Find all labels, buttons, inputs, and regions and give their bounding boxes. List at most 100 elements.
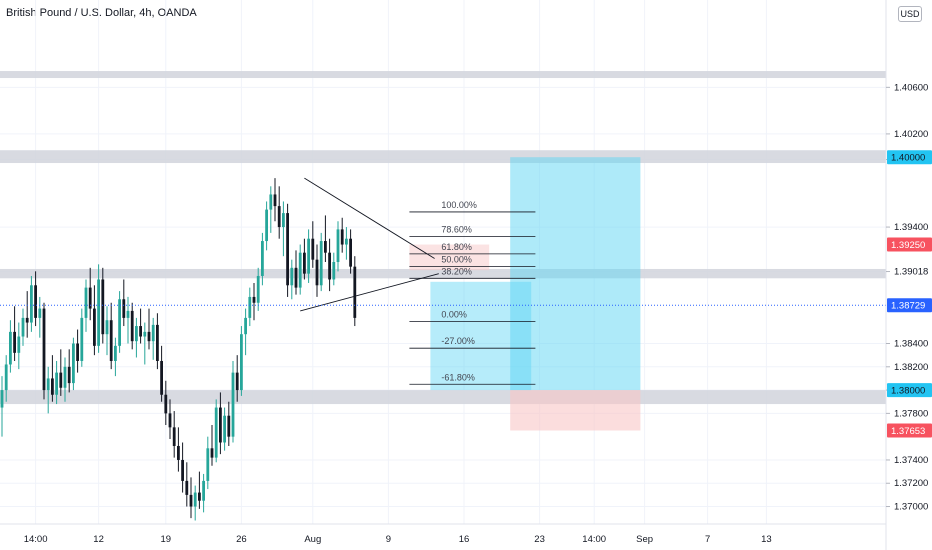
price-label-text: 1.38000 bbox=[891, 386, 925, 397]
candle-body bbox=[177, 445, 180, 460]
candle-body bbox=[88, 287, 92, 309]
time-tick-label: 14:00 bbox=[582, 534, 606, 545]
candle-body bbox=[30, 285, 33, 323]
candle-body bbox=[206, 448, 210, 481]
candle-body bbox=[332, 262, 336, 280]
time-tick-label: Sep bbox=[636, 534, 653, 545]
candle-body bbox=[210, 448, 214, 458]
fib-level-label: 50.00% bbox=[441, 255, 472, 265]
candle-body bbox=[256, 275, 260, 303]
candle-body bbox=[9, 331, 12, 365]
price-tick-label: 1.38200 bbox=[894, 362, 928, 373]
candle-body bbox=[227, 415, 231, 437]
currency-button[interactable]: USD bbox=[898, 6, 922, 22]
sr-zone bbox=[0, 390, 886, 405]
candle-body bbox=[135, 326, 138, 342]
candle-body bbox=[185, 480, 189, 495]
candle-body bbox=[160, 360, 163, 395]
candle-body bbox=[265, 209, 268, 242]
time-tick-label: 16 bbox=[459, 534, 470, 545]
fib-level-label: 78.60% bbox=[441, 224, 472, 234]
candle-body bbox=[252, 296, 256, 303]
candle-body bbox=[164, 394, 168, 414]
candle-body bbox=[38, 308, 42, 318]
candle-body bbox=[324, 241, 327, 253]
candle-body bbox=[248, 296, 252, 318]
candle-body bbox=[286, 213, 289, 286]
candle-body bbox=[147, 331, 151, 342]
price-label-text: 1.40000 bbox=[891, 153, 925, 164]
fib-level-label: -61.80% bbox=[441, 372, 475, 382]
candle-body bbox=[336, 229, 340, 262]
candle-body bbox=[84, 287, 88, 318]
candle-body bbox=[189, 494, 193, 507]
price-tick-label: 1.38400 bbox=[894, 339, 928, 350]
candle-body bbox=[223, 415, 226, 443]
candle-body bbox=[307, 238, 310, 274]
candle-body bbox=[42, 308, 46, 391]
candle-body bbox=[4, 364, 8, 391]
price-label-text: 1.38729 bbox=[891, 301, 925, 312]
time-tick-label: 19 bbox=[161, 534, 172, 545]
stop-zone bbox=[510, 390, 641, 431]
candle-body bbox=[105, 320, 109, 335]
price-label-bg bbox=[887, 150, 932, 165]
candle-body bbox=[319, 241, 323, 286]
candle-body bbox=[240, 334, 243, 391]
candle-body bbox=[21, 317, 25, 337]
fib-level-label: 100.00% bbox=[441, 200, 477, 210]
candle-body bbox=[244, 317, 247, 335]
price-tick-label: 1.37800 bbox=[894, 408, 928, 419]
fib-level-label: 0.00% bbox=[441, 309, 467, 319]
candle-body bbox=[294, 267, 298, 288]
candle-body bbox=[118, 299, 121, 346]
candle-body bbox=[17, 336, 21, 353]
candle-body bbox=[349, 238, 352, 267]
candles bbox=[0, 178, 357, 521]
trendlines bbox=[300, 177, 439, 312]
trendline-lower bbox=[300, 273, 439, 312]
chart-title: British Pound / U.S. Dollar, 4h, OANDA bbox=[6, 7, 197, 19]
sr-zone bbox=[0, 150, 886, 164]
candle-body bbox=[340, 229, 344, 245]
trendline-upper bbox=[304, 177, 435, 259]
candle-body bbox=[130, 310, 134, 342]
price-label-text: 1.37653 bbox=[891, 426, 925, 437]
candle-body bbox=[67, 366, 71, 384]
candle-body bbox=[328, 252, 331, 280]
price-tick-label: 1.39400 bbox=[894, 222, 928, 233]
candle-body bbox=[114, 345, 117, 361]
candle-body bbox=[122, 299, 126, 318]
price-labels: 1.40000 1.39250 1.38729 1.38000 1.37653 bbox=[887, 150, 932, 438]
candle-body bbox=[151, 324, 155, 342]
candle-body bbox=[55, 372, 58, 395]
candle-body bbox=[13, 331, 16, 353]
candle-body bbox=[46, 378, 50, 391]
candle-body bbox=[51, 378, 54, 395]
candle-body bbox=[0, 390, 4, 408]
candle-body bbox=[172, 427, 176, 446]
candle-body bbox=[76, 343, 79, 361]
fibonacci-tool: 100.00% 78.60% 61.80% 50.00%38.20% 0.00% -27.… bbox=[409, 200, 536, 385]
candle-body bbox=[303, 252, 306, 274]
candle-body bbox=[97, 279, 100, 346]
time-tick-label: 13 bbox=[761, 534, 772, 545]
price-tick-label: 1.37200 bbox=[894, 478, 928, 489]
candle-body bbox=[277, 206, 281, 228]
fib-level-label: -27.00% bbox=[441, 336, 475, 346]
time-tick-label: 14:00 bbox=[24, 534, 48, 545]
sr-zone bbox=[0, 268, 886, 279]
candle-body bbox=[80, 317, 84, 361]
price-tick-label: 1.37400 bbox=[894, 455, 928, 466]
inner-target-zone bbox=[430, 281, 532, 391]
candle-body bbox=[63, 366, 67, 388]
fib-level-label: 61.80% bbox=[441, 242, 472, 252]
sr-zone bbox=[0, 71, 886, 79]
price-label-bg bbox=[887, 298, 932, 313]
time-tick-label: 7 bbox=[705, 534, 710, 545]
candle-body bbox=[143, 331, 147, 337]
price-tick-label: 1.37000 bbox=[894, 502, 928, 513]
candle-body bbox=[72, 343, 75, 384]
entry-zone bbox=[409, 244, 490, 271]
